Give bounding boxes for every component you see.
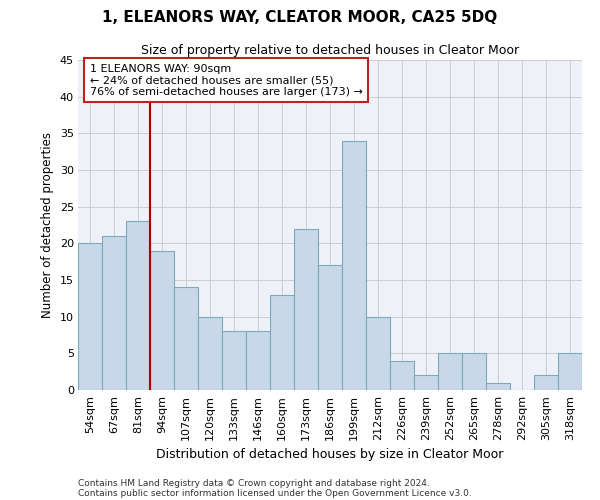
Bar — [366, 316, 390, 390]
Bar — [198, 316, 222, 390]
Bar — [534, 376, 558, 390]
Bar — [414, 376, 438, 390]
Bar — [78, 244, 102, 390]
Bar — [246, 332, 270, 390]
Bar — [270, 294, 294, 390]
Bar — [102, 236, 126, 390]
Title: Size of property relative to detached houses in Cleator Moor: Size of property relative to detached ho… — [141, 44, 519, 58]
Bar — [222, 332, 246, 390]
Bar — [438, 354, 462, 390]
X-axis label: Distribution of detached houses by size in Cleator Moor: Distribution of detached houses by size … — [157, 448, 503, 462]
Bar — [462, 354, 486, 390]
Bar — [486, 382, 510, 390]
Text: 1, ELEANORS WAY, CLEATOR MOOR, CA25 5DQ: 1, ELEANORS WAY, CLEATOR MOOR, CA25 5DQ — [103, 10, 497, 25]
Text: Contains public sector information licensed under the Open Government Licence v3: Contains public sector information licen… — [78, 488, 472, 498]
Text: 1 ELEANORS WAY: 90sqm
← 24% of detached houses are smaller (55)
76% of semi-deta: 1 ELEANORS WAY: 90sqm ← 24% of detached … — [90, 64, 363, 97]
Bar — [390, 360, 414, 390]
Bar — [126, 222, 150, 390]
Bar — [150, 250, 174, 390]
Bar — [342, 140, 366, 390]
Bar — [558, 354, 582, 390]
Bar — [318, 266, 342, 390]
Bar — [294, 228, 318, 390]
Y-axis label: Number of detached properties: Number of detached properties — [41, 132, 54, 318]
Text: Contains HM Land Registry data © Crown copyright and database right 2024.: Contains HM Land Registry data © Crown c… — [78, 478, 430, 488]
Bar — [174, 288, 198, 390]
